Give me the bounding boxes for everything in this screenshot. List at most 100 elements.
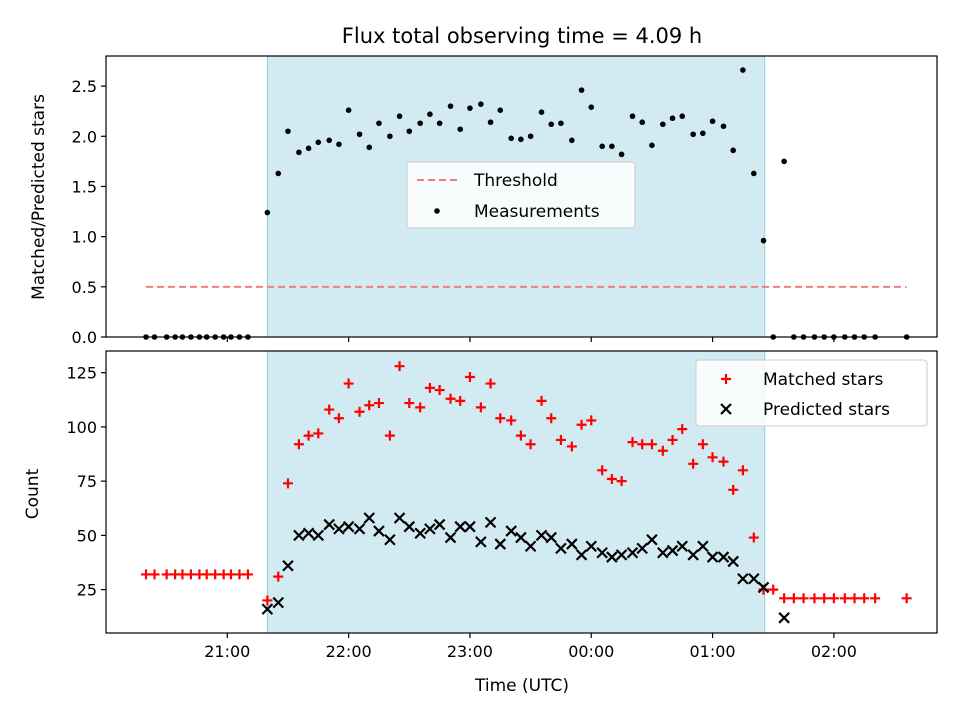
data-point-matched <box>728 484 739 495</box>
data-point-predicted <box>272 596 285 609</box>
data-point-predicted <box>393 512 406 524</box>
data-point-measurement <box>518 136 524 143</box>
legend-box <box>695 359 928 427</box>
data-point-matched <box>141 569 152 580</box>
data-point-measurement <box>730 147 736 154</box>
y-axis-label-count: Count <box>23 468 43 519</box>
legend-predicted-swatch <box>720 403 732 415</box>
data-point-predicted <box>342 520 355 533</box>
data-point-predicted <box>282 559 294 572</box>
data-point-predicted <box>646 533 658 546</box>
data-point-matched <box>536 395 547 406</box>
data-point-predicted <box>312 529 325 542</box>
data-point-predicted <box>323 518 335 531</box>
plot-frame <box>105 55 938 338</box>
y-tick-label: 100 <box>66 418 97 437</box>
data-point-matched <box>225 569 236 580</box>
data-point-measurement <box>740 67 746 73</box>
data-point-matched <box>333 413 344 424</box>
data-point-predicted <box>524 540 537 553</box>
x-tick-label: 02:00 <box>811 642 857 661</box>
data-point-measurement <box>417 120 424 127</box>
legend-box <box>406 161 636 229</box>
data-point-measurement <box>700 130 706 137</box>
data-point-predicted <box>505 525 517 537</box>
data-point-matched <box>177 569 188 580</box>
data-point-predicted <box>636 542 648 555</box>
data-point-predicted <box>444 531 457 544</box>
data-point-matched <box>293 439 304 450</box>
y-tick-label: 75 <box>77 472 97 491</box>
data-point-measurement <box>366 144 373 151</box>
data-point-matched <box>506 415 517 426</box>
data-point-measurement <box>396 113 403 120</box>
data-point-predicted <box>424 523 436 535</box>
data-point-matched <box>688 458 699 469</box>
data-point-measurement <box>649 142 655 149</box>
data-point-matched <box>859 593 870 604</box>
data-point-matched <box>597 465 608 476</box>
data-point-predicted <box>475 536 487 548</box>
y-tick-label: 25 <box>77 581 97 600</box>
data-point-predicted <box>433 518 446 531</box>
data-point-measurement <box>558 120 564 127</box>
data-point-measurement <box>669 115 676 122</box>
data-point-measurement <box>264 209 271 216</box>
data-point-measurement <box>275 170 282 177</box>
x-axis-label: Time (UTC) <box>474 676 569 696</box>
data-point-measurement <box>709 118 716 125</box>
x-tick-label: 00:00 <box>568 642 614 661</box>
data-point-measurement <box>478 101 484 107</box>
data-point-predicted <box>494 538 507 550</box>
data-point-matched <box>819 593 830 604</box>
data-point-matched <box>646 439 657 450</box>
data-point-predicted <box>626 546 639 559</box>
data-point-predicted <box>293 529 305 542</box>
data-point-predicted <box>596 546 608 559</box>
data-point-matched <box>434 385 445 396</box>
data-point-matched <box>515 430 526 441</box>
data-point-measurement <box>427 111 433 118</box>
data-point-matched <box>798 593 809 604</box>
data-point-matched <box>901 593 912 604</box>
data-point-measurement <box>406 128 413 135</box>
data-point-matched <box>149 569 160 580</box>
x-tick-label: 21:00 <box>204 642 250 661</box>
y-tick-label: 1.5 <box>72 177 97 196</box>
data-point-predicted <box>353 523 366 535</box>
data-point-measurement <box>781 158 787 165</box>
data-point-predicted <box>414 527 426 539</box>
data-point-matched <box>627 437 638 448</box>
data-point-predicted <box>615 549 628 561</box>
data-point-matched <box>475 402 486 413</box>
data-point-measurement <box>447 103 454 109</box>
panel-ratio: Matched/Predicted stars 0.0 0.5 1.0 1.5 2.0 2… <box>29 55 938 347</box>
data-point-matched <box>839 593 850 604</box>
data-point-measurement <box>690 131 696 138</box>
data-point-measurement <box>588 104 595 110</box>
data-point-measurement <box>720 123 727 130</box>
data-point-matched <box>566 441 577 452</box>
data-point-matched <box>445 393 456 404</box>
legend-measurements-swatch <box>434 208 440 214</box>
x-tick-label: 23:00 <box>447 642 493 661</box>
y-tick-label: 2.5 <box>72 77 97 96</box>
y-axis-label-ratio: Matched/Predicted stars <box>29 94 49 300</box>
data-point-predicted <box>333 523 345 535</box>
data-point-matched <box>313 428 324 439</box>
data-point-matched <box>586 415 597 426</box>
data-point-predicted <box>676 540 689 553</box>
data-point-matched <box>424 382 435 393</box>
data-point-measurement <box>305 145 312 152</box>
data-point-matched <box>576 419 587 430</box>
data-point-predicted <box>515 531 527 544</box>
data-point-predicted <box>666 544 679 557</box>
data-point-measurement <box>436 120 443 127</box>
legend-predicted-label: Predicted stars <box>763 400 890 420</box>
data-point-predicted <box>484 516 497 529</box>
legend-threshold-label: Threshold <box>473 171 558 191</box>
data-point-measurement <box>376 120 382 127</box>
data-point-measurement <box>751 170 757 177</box>
data-point-predicted <box>757 581 770 594</box>
